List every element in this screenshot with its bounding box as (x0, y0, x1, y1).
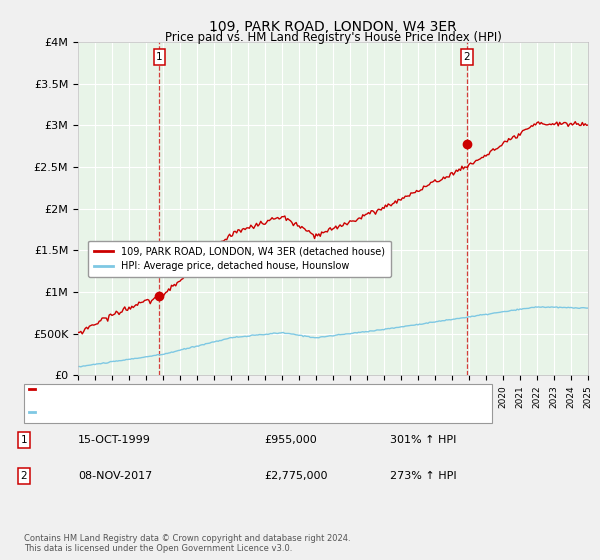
Text: 2: 2 (20, 471, 28, 481)
Text: 109, PARK ROAD, LONDON, W4 3ER: 109, PARK ROAD, LONDON, W4 3ER (209, 20, 457, 34)
Legend: 109, PARK ROAD, LONDON, W4 3ER (detached house), HPI: Average price, detached ho: 109, PARK ROAD, LONDON, W4 3ER (detached… (88, 240, 391, 277)
Text: 273% ↑ HPI: 273% ↑ HPI (390, 471, 457, 481)
Text: 15-OCT-1999: 15-OCT-1999 (78, 435, 151, 445)
Text: 2: 2 (463, 52, 470, 62)
Text: 109, PARK ROAD, LONDON, W4 3ER (detached house): 109, PARK ROAD, LONDON, W4 3ER (detached… (36, 384, 317, 394)
Text: Price paid vs. HM Land Registry's House Price Index (HPI): Price paid vs. HM Land Registry's House … (164, 31, 502, 44)
Text: HPI: Average price, detached house, Hounslow: HPI: Average price, detached house, Houn… (36, 407, 280, 417)
Text: £2,775,000: £2,775,000 (264, 471, 328, 481)
Text: Contains HM Land Registry data © Crown copyright and database right 2024.
This d: Contains HM Land Registry data © Crown c… (24, 534, 350, 553)
Text: 1: 1 (20, 435, 28, 445)
Text: 301% ↑ HPI: 301% ↑ HPI (390, 435, 457, 445)
Text: 1: 1 (156, 52, 163, 62)
Text: 08-NOV-2017: 08-NOV-2017 (78, 471, 152, 481)
Text: £955,000: £955,000 (264, 435, 317, 445)
